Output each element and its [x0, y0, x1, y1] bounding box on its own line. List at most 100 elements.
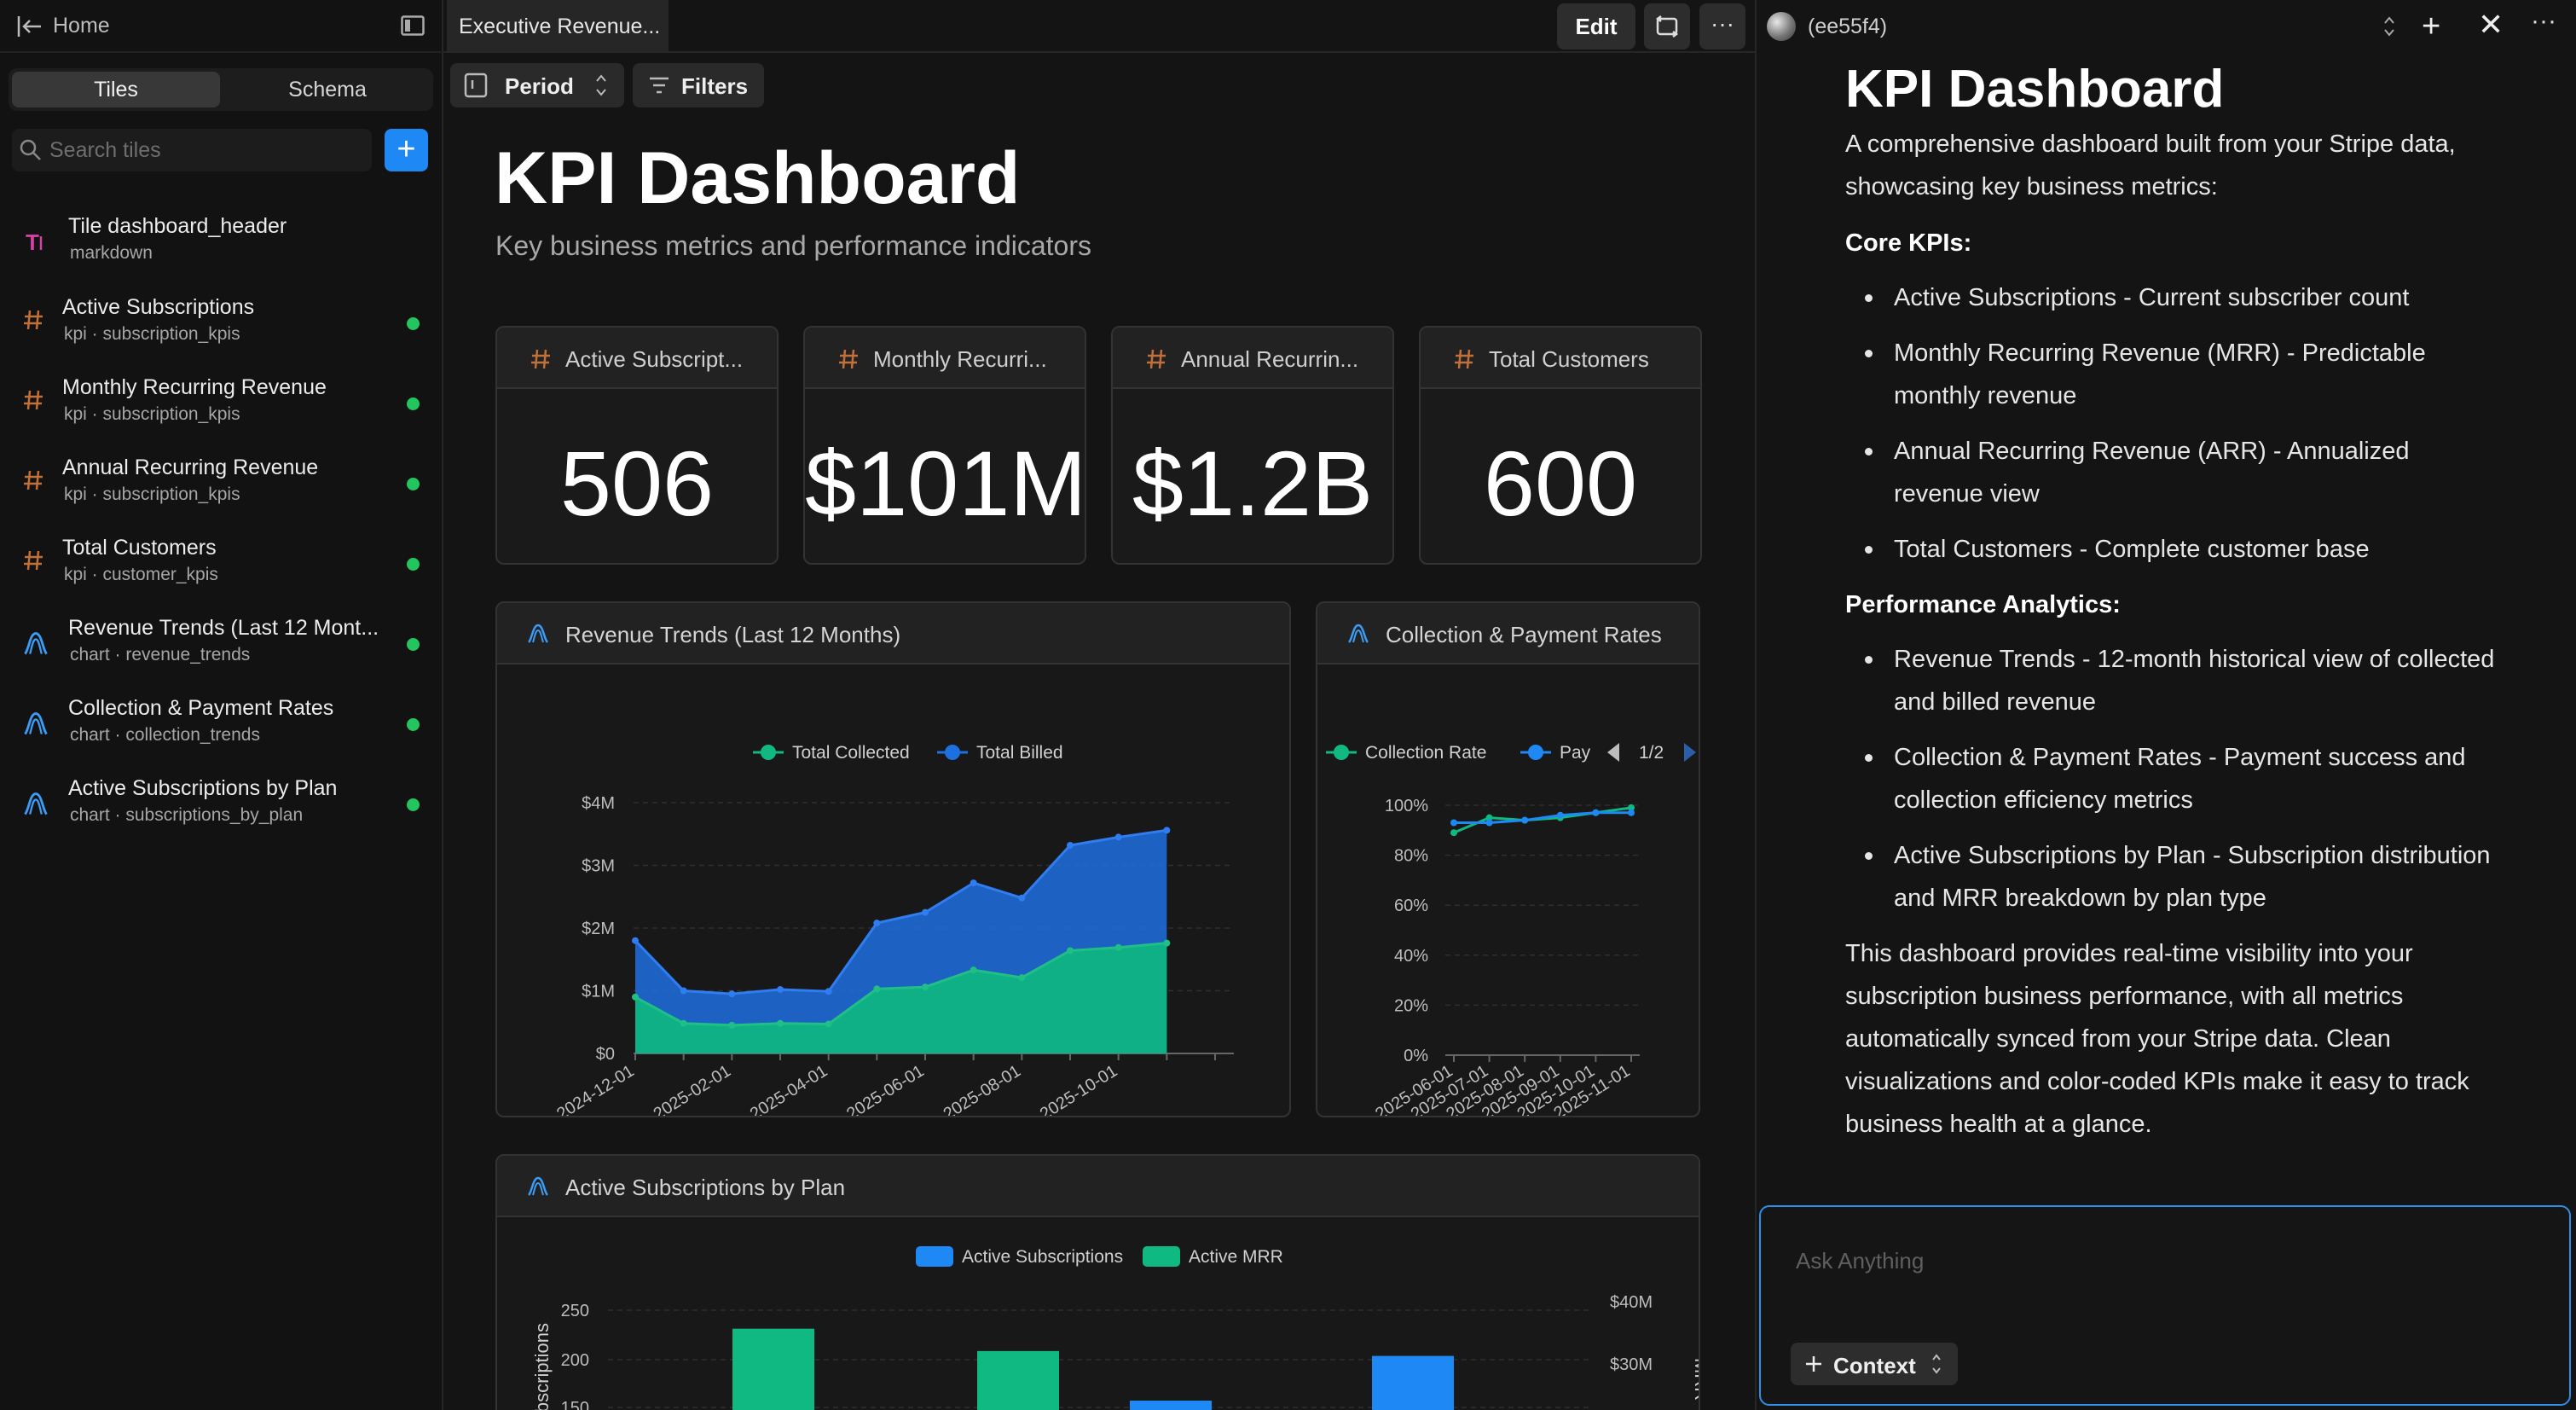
hash-icon [24, 390, 43, 410]
tile-list-item[interactable]: Monthly Recurring Revenue kpi · subscript… [0, 370, 443, 447]
new-chat-icon[interactable]: + [2422, 9, 2441, 44]
refresh-button[interactable] [1644, 3, 1690, 49]
chevron-updown-icon[interactable] [2381, 12, 2398, 41]
period-selector[interactable] [450, 63, 624, 107]
tile-list-item[interactable]: Revenue Trends (Last 12 Mont... chart · r… [0, 611, 443, 688]
data-point [777, 1019, 784, 1027]
x-tick-label: 2025-04-01 [747, 1062, 831, 1116]
chat-panel [1755, 0, 2576, 1410]
chat-session-selector[interactable]: (ee55f4) [1808, 15, 1888, 38]
tab-schema[interactable]: Schema [288, 77, 367, 102]
legend-prev-icon [1607, 743, 1619, 762]
kpi-label: Total Customers [1489, 346, 1649, 372]
kpi-value: 600 [1483, 432, 1638, 535]
data-point [1556, 811, 1564, 819]
y2-axis-label: MRR [1691, 1358, 1699, 1401]
tile-subtitle: markdown [70, 243, 153, 263]
y-tick-label: 0% [1404, 1047, 1428, 1065]
status-dot [407, 558, 420, 571]
tile-title: Active Subscriptions [62, 295, 255, 319]
hash-icon [839, 349, 858, 369]
hash-icon [24, 550, 43, 571]
data-point [873, 920, 881, 927]
data-point [1485, 814, 1493, 821]
data-point [1521, 816, 1529, 824]
data-point [1628, 804, 1635, 811]
chat-heading: KPI Dashboard [1845, 60, 2225, 119]
data-point [873, 985, 881, 993]
sidebar-header [0, 0, 443, 53]
data-point [1485, 819, 1493, 827]
tile-list-item[interactable]: Active Subscriptions by Plan chart · subs… [0, 771, 443, 848]
avatar [1767, 12, 1796, 41]
more-options-button[interactable]: ··· [1699, 3, 1745, 49]
collection-rates-chart[interactable]: 0%20%40%60%80%100%2025-06-012025-07-0120… [1317, 664, 1699, 1116]
legend-next-icon [1684, 743, 1696, 762]
hash-icon [24, 470, 43, 490]
data-point [1163, 939, 1171, 947]
tile-subtitle: chart · subscriptions_by_plan [70, 805, 304, 825]
back-arrow-icon[interactable] [15, 12, 44, 41]
context-button[interactable] [1791, 1343, 1958, 1385]
data-point [1067, 841, 1074, 849]
legend-swatch [945, 745, 960, 760]
tile-list-item[interactable]: T Tile dashboard_header markdown [0, 209, 443, 286]
area-chart-icon [24, 632, 48, 655]
series-line [634, 942, 1167, 1027]
list-item: Revenue Trends - 12-month historical vie… [1845, 638, 2502, 723]
chat-more-icon[interactable]: ··· [2531, 7, 2556, 35]
hash-icon [24, 310, 43, 330]
list-item: Total Customers - Complete customer base [1845, 528, 2502, 571]
subscriptions-by-plan-chart[interactable]: 150 200 250 $30M $40M Subscriptions MRR Active … [497, 1217, 1699, 1410]
close-icon[interactable]: ✕ [2478, 7, 2504, 42]
calendar-icon [464, 73, 488, 98]
y-tick-label: 250 [561, 1302, 589, 1320]
data-point [1163, 827, 1171, 834]
tile-title: Active Subscriptions by Plan [68, 776, 338, 800]
tile-list-item[interactable]: Collection & Payment Rates chart · collec… [0, 691, 443, 768]
add-tile-button[interactable]: + [385, 129, 428, 171]
tab-executive-revenue[interactable]: Executive Revenue... [447, 0, 669, 53]
home-link[interactable]: Home [53, 14, 110, 38]
data-point [825, 988, 832, 995]
kpi-card-active-subscriptions[interactable]: Active Subscript... 506 [495, 326, 779, 565]
y-tick-label: 100% [1385, 797, 1428, 815]
y2-tick-label: $30M [1610, 1355, 1653, 1374]
x-tick-label: 2025-02-01 [651, 1062, 734, 1116]
legend-swatch [1143, 1246, 1180, 1267]
data-point [1592, 809, 1600, 816]
data-point [970, 879, 977, 887]
kpi-card-arr[interactable]: Annual Recurrin... $1.2B [1111, 326, 1394, 565]
chat-outro: This dashboard provides real-time visibi… [1845, 940, 2469, 1138]
y2-tick-label: $40M [1610, 1293, 1653, 1312]
chevron-updown-icon [596, 74, 606, 82]
sidebar-toggle-icon[interactable] [401, 15, 425, 36]
data-point [1450, 819, 1457, 827]
tile-list-item[interactable]: Annual Recurring Revenue kpi · subscripti… [0, 450, 443, 527]
data-point [777, 986, 784, 994]
y-tick-label: $3M [582, 857, 615, 876]
kpi-card-mrr[interactable]: Monthly Recurri... $101M [803, 326, 1086, 565]
filters-button[interactable] [633, 63, 764, 107]
edit-button[interactable]: Edit [1557, 3, 1635, 49]
ask-input[interactable] [1796, 1244, 2529, 1278]
tile-list-item[interactable]: Active Subscriptions kpi · subscription_k… [0, 290, 443, 367]
bar [977, 1350, 1059, 1410]
status-dot [407, 798, 420, 811]
list-item: Collection & Payment Rates - Payment suc… [1845, 736, 2502, 821]
chat-perf-heading: Performance Analytics: [1845, 591, 2121, 618]
y-tick-label: 60% [1394, 896, 1428, 915]
data-point [680, 987, 687, 995]
tile-list-item[interactable]: Total Customers kpi · customer_kpis [0, 531, 443, 607]
search-input[interactable] [49, 133, 365, 167]
area-chart-icon [527, 1176, 549, 1196]
data-point [632, 993, 639, 1001]
area-chart-icon [24, 712, 48, 735]
tab-tiles[interactable]: Tiles [12, 72, 220, 107]
tile-title: Annual Recurring Revenue [62, 455, 319, 479]
bar [732, 1328, 814, 1410]
kpi-card-total-customers[interactable]: Total Customers 600 [1419, 326, 1702, 565]
data-point [1450, 829, 1457, 837]
legend-page-label: 1/2 [1639, 743, 1664, 763]
